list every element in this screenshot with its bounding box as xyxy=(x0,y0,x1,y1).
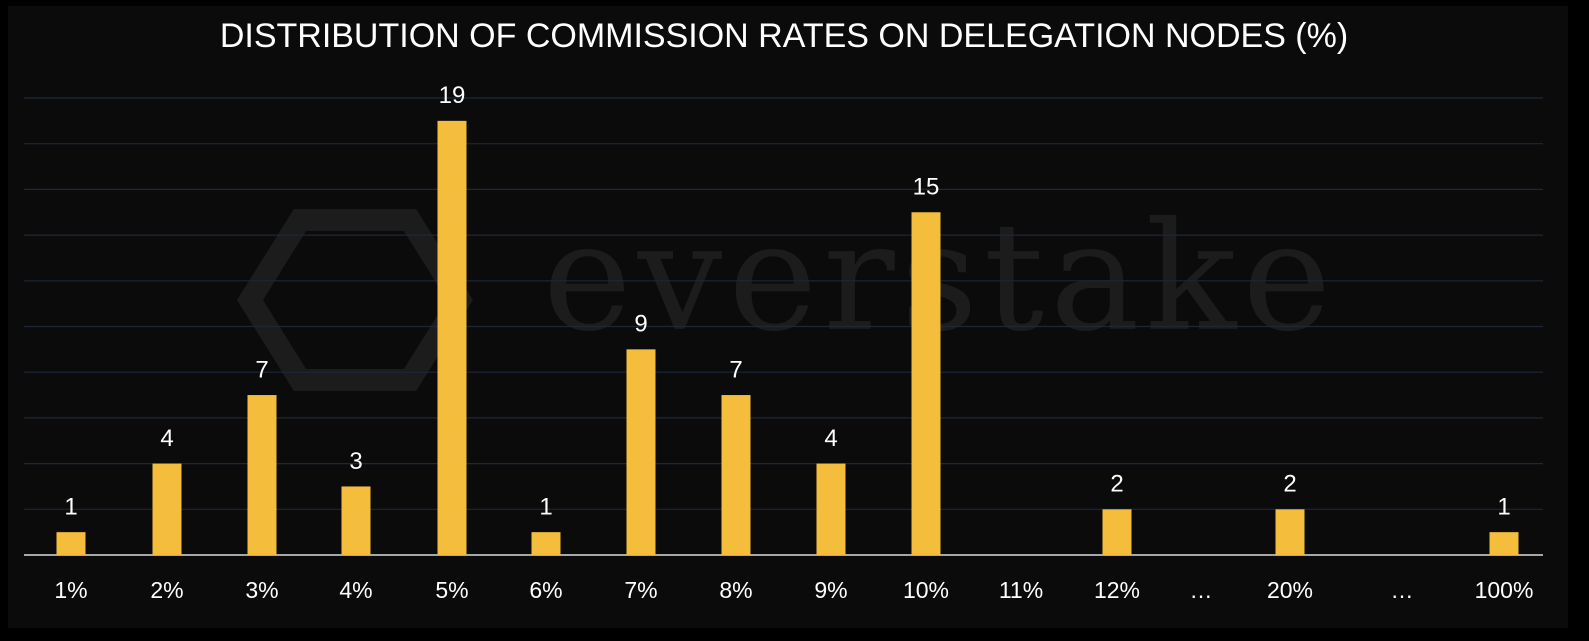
value-label: 3 xyxy=(349,448,362,475)
x-tick-label: 12% xyxy=(1094,577,1140,603)
value-label: 19 xyxy=(439,82,466,109)
bar xyxy=(437,120,467,555)
x-tick-label: 100% xyxy=(1475,577,1534,603)
x-tick-label: 5% xyxy=(435,577,468,603)
value-label: 1 xyxy=(1497,493,1510,520)
value-label: 7 xyxy=(729,356,742,383)
x-tick-label: 1% xyxy=(54,577,87,603)
x-tick-label: … xyxy=(1190,577,1213,603)
value-label: 15 xyxy=(913,174,940,201)
chart-title: DISTRIBUTION OF COMMISSION RATES ON DELE… xyxy=(220,17,1348,55)
bar xyxy=(911,212,941,555)
value-label: 7 xyxy=(255,356,268,383)
bar xyxy=(341,486,371,555)
bar xyxy=(247,395,277,555)
x-tick-label: 6% xyxy=(529,577,562,603)
x-tick-label: 3% xyxy=(245,577,278,603)
x-tick-label: … xyxy=(1391,577,1414,603)
value-label: 1 xyxy=(64,493,77,520)
value-label: 2 xyxy=(1283,471,1296,498)
bar xyxy=(816,463,846,555)
bar xyxy=(1102,509,1132,555)
x-tick-label: 2% xyxy=(150,577,183,603)
x-tick-label: 20% xyxy=(1267,577,1313,603)
value-label: 2 xyxy=(1110,471,1123,498)
bar xyxy=(152,463,182,555)
bar xyxy=(721,395,751,555)
bar xyxy=(1275,509,1305,555)
value-label: 1 xyxy=(539,493,552,520)
bar xyxy=(626,349,656,555)
x-tick-label: 8% xyxy=(719,577,752,603)
value-label: 4 xyxy=(824,425,837,452)
x-tick-label: 9% xyxy=(814,577,847,603)
value-label: 4 xyxy=(160,425,173,452)
bar xyxy=(56,532,86,555)
x-tick-label: 10% xyxy=(903,577,949,603)
x-tick-label: 11% xyxy=(999,577,1043,603)
value-label: 9 xyxy=(634,311,647,338)
watermark-logo xyxy=(237,209,473,391)
bar xyxy=(1489,532,1519,555)
bar xyxy=(531,532,561,555)
x-tick-label: 7% xyxy=(624,577,657,603)
x-tick-label: 4% xyxy=(339,577,372,603)
